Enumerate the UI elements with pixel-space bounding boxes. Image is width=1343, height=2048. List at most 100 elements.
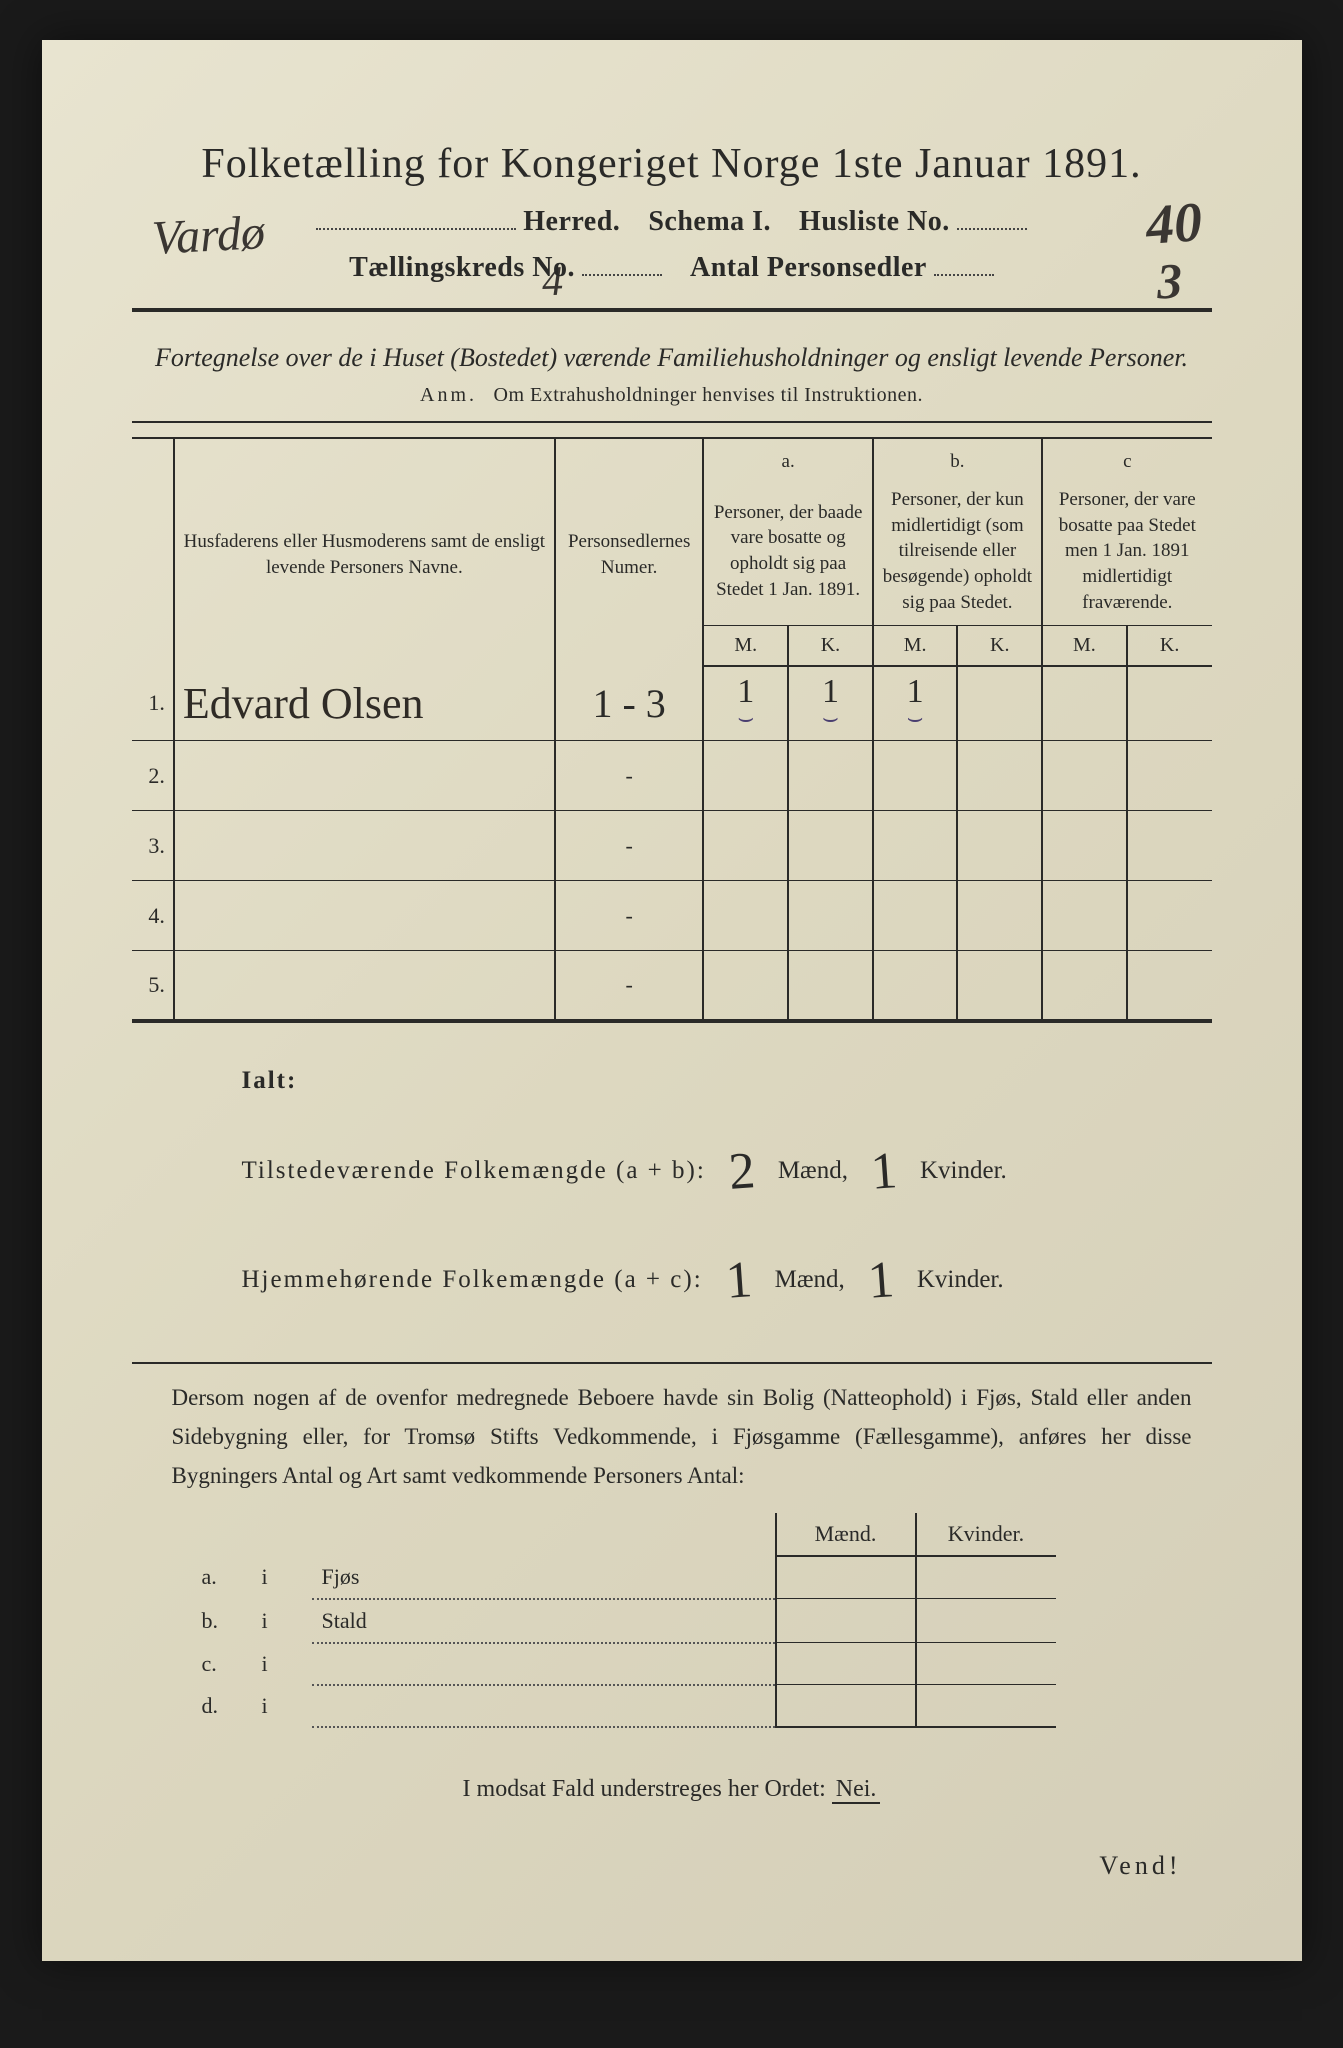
row-1-bK	[957, 666, 1042, 741]
label-kreds: Tællingskreds No.	[349, 252, 575, 283]
ialt-row2-m: 1	[707, 1225, 770, 1338]
ialt-row-1: Tilstedeværende Folkemængde (a + b): 2 M…	[242, 1107, 1122, 1216]
row-2-numer: -	[555, 741, 704, 811]
col-c-top: c	[1042, 438, 1211, 481]
row-4-num: 4.	[132, 881, 174, 951]
dersom-paragraph: Dersom nogen af de ovenfor medregnede Be…	[172, 1378, 1192, 1495]
bottom-c-k	[916, 1643, 1056, 1685]
row-5-numer: -	[555, 951, 704, 1021]
row-2-bM	[873, 741, 958, 811]
bottom-d-m	[776, 1685, 916, 1727]
row-4-name	[174, 881, 555, 951]
row-1-cM	[1042, 666, 1127, 741]
rule-thick-1	[132, 308, 1212, 312]
col-a-k: K.	[788, 626, 873, 667]
row-3-numer: -	[555, 811, 704, 881]
bottom-c-lab: c.	[192, 1643, 252, 1685]
row-5-bK	[957, 951, 1042, 1021]
row-5-aM	[703, 951, 788, 1021]
label-herred: Herred.	[523, 206, 620, 237]
col-b-m: M.	[873, 626, 958, 667]
form-title: Folketælling for Kongeriget Norge 1ste J…	[132, 140, 1212, 188]
row-2-cM	[1042, 741, 1127, 811]
bottom-a-m	[776, 1556, 916, 1599]
col-a-top: a.	[703, 438, 872, 481]
row-4-cM	[1042, 881, 1127, 951]
header-row-2: Tællingskreds No. Antal Personsedler	[132, 252, 1212, 284]
row-3-cK	[1127, 811, 1212, 881]
row-3-cM	[1042, 811, 1127, 881]
col-names: Husfaderens eller Husmoderens samt de en…	[174, 438, 555, 666]
header-row-1: Herred. Schema I. Husliste No.	[132, 206, 1212, 238]
row-5-cM	[1042, 951, 1127, 1021]
row-1-num: 1.	[132, 666, 174, 741]
bottom-d-k	[916, 1685, 1056, 1727]
rule-thin-2	[132, 1362, 1212, 1364]
col-c-label: Personer, der vare bosatte paa Stedet me…	[1042, 481, 1211, 626]
ialt-row2-mlabel: Mænd,	[775, 1254, 845, 1307]
row-4-cK	[1127, 881, 1212, 951]
row-3-bK	[957, 811, 1042, 881]
bottom-b-i: i	[252, 1599, 312, 1643]
anm-prefix: Anm.	[420, 384, 477, 406]
row-3-aM	[703, 811, 788, 881]
col-a-m: M.	[703, 626, 788, 667]
bottom-a-lab: a.	[192, 1556, 252, 1599]
row-5-num: 5.	[132, 951, 174, 1021]
bottom-col-kvinder: Kvinder.	[916, 1513, 1056, 1556]
row-1-aK: 1⌣	[788, 666, 873, 741]
bottom-d-txt	[312, 1685, 776, 1727]
row-2-num: 2.	[132, 741, 174, 811]
ialt-row2-label: Hjemmehørende Folkemængde (a + c):	[242, 1254, 703, 1307]
col-b-k: K.	[957, 626, 1042, 667]
bottom-b-lab: b.	[192, 1599, 252, 1643]
row-4-aM	[703, 881, 788, 951]
col-a-label: Personer, der baade vare bosatte og opho…	[703, 481, 872, 626]
subtitle: Fortegnelse over de i Huset (Bostedet) v…	[132, 340, 1212, 376]
modsat-nei: Nei.	[832, 1776, 881, 1804]
bottom-d-lab: d.	[192, 1685, 252, 1727]
ialt-row1-klabel: Kvinder.	[920, 1145, 1007, 1198]
subtitle-text: Fortegnelse over de i Huset (Bostedet) v…	[155, 343, 1188, 372]
col-b-label: Personer, der kun midlertidigt (som tilr…	[873, 481, 1042, 626]
row-2-name	[174, 741, 555, 811]
bottom-table: Mænd. Kvinder. a. i Fjøs b. i Stald c. i…	[192, 1513, 1056, 1728]
ialt-row1-k: 1	[852, 1115, 915, 1228]
row-3-name	[174, 811, 555, 881]
ialt-row1-m: 2	[710, 1115, 773, 1228]
ialt-row2-klabel: Kvinder.	[917, 1254, 1004, 1307]
row-5-aK	[788, 951, 873, 1021]
label-antal: Antal Personsedler	[690, 252, 927, 283]
ialt-row1-mlabel: Mænd,	[778, 1145, 848, 1198]
row-1-bM: 1⌣	[873, 666, 958, 741]
row-1-numer: 1 - 3	[555, 666, 704, 741]
col-c-m: M.	[1042, 626, 1127, 667]
row-5-cK	[1127, 951, 1212, 1021]
row-1-aM: 1⌣	[703, 666, 788, 741]
row-2-bK	[957, 741, 1042, 811]
bottom-b-txt: Stald	[312, 1599, 776, 1643]
row-4-bK	[957, 881, 1042, 951]
row-4-aK	[788, 881, 873, 951]
ialt-block: Ialt: Tilstedeværende Folkemængde (a + b…	[242, 1055, 1122, 1326]
row-4-numer: -	[555, 881, 704, 951]
bottom-b-k	[916, 1599, 1056, 1643]
bottom-a-k	[916, 1556, 1056, 1599]
col-c-k: K.	[1127, 626, 1212, 667]
bottom-d-i: i	[252, 1685, 312, 1727]
vend-label: Vend!	[132, 1851, 1212, 1881]
ialt-heading: Ialt:	[242, 1055, 1122, 1108]
ialt-row1-label: Tilstedeværende Folkemængde (a + b):	[242, 1145, 706, 1198]
ialt-row2-k: 1	[849, 1225, 912, 1338]
row-2-aM	[703, 741, 788, 811]
row-4-bM	[873, 881, 958, 951]
row-2-aK	[788, 741, 873, 811]
col-numer: Personsedlernes Numer.	[555, 438, 704, 666]
bottom-c-m	[776, 1643, 916, 1685]
bottom-c-txt	[312, 1643, 776, 1685]
row-1-cK	[1127, 666, 1212, 741]
modsat-text: I modsat Fald understreges her Ordet:	[463, 1776, 826, 1802]
bottom-a-txt: Fjøs	[312, 1556, 776, 1599]
row-1-name: Edvard Olsen	[174, 666, 555, 741]
bottom-a-i: i	[252, 1556, 312, 1599]
